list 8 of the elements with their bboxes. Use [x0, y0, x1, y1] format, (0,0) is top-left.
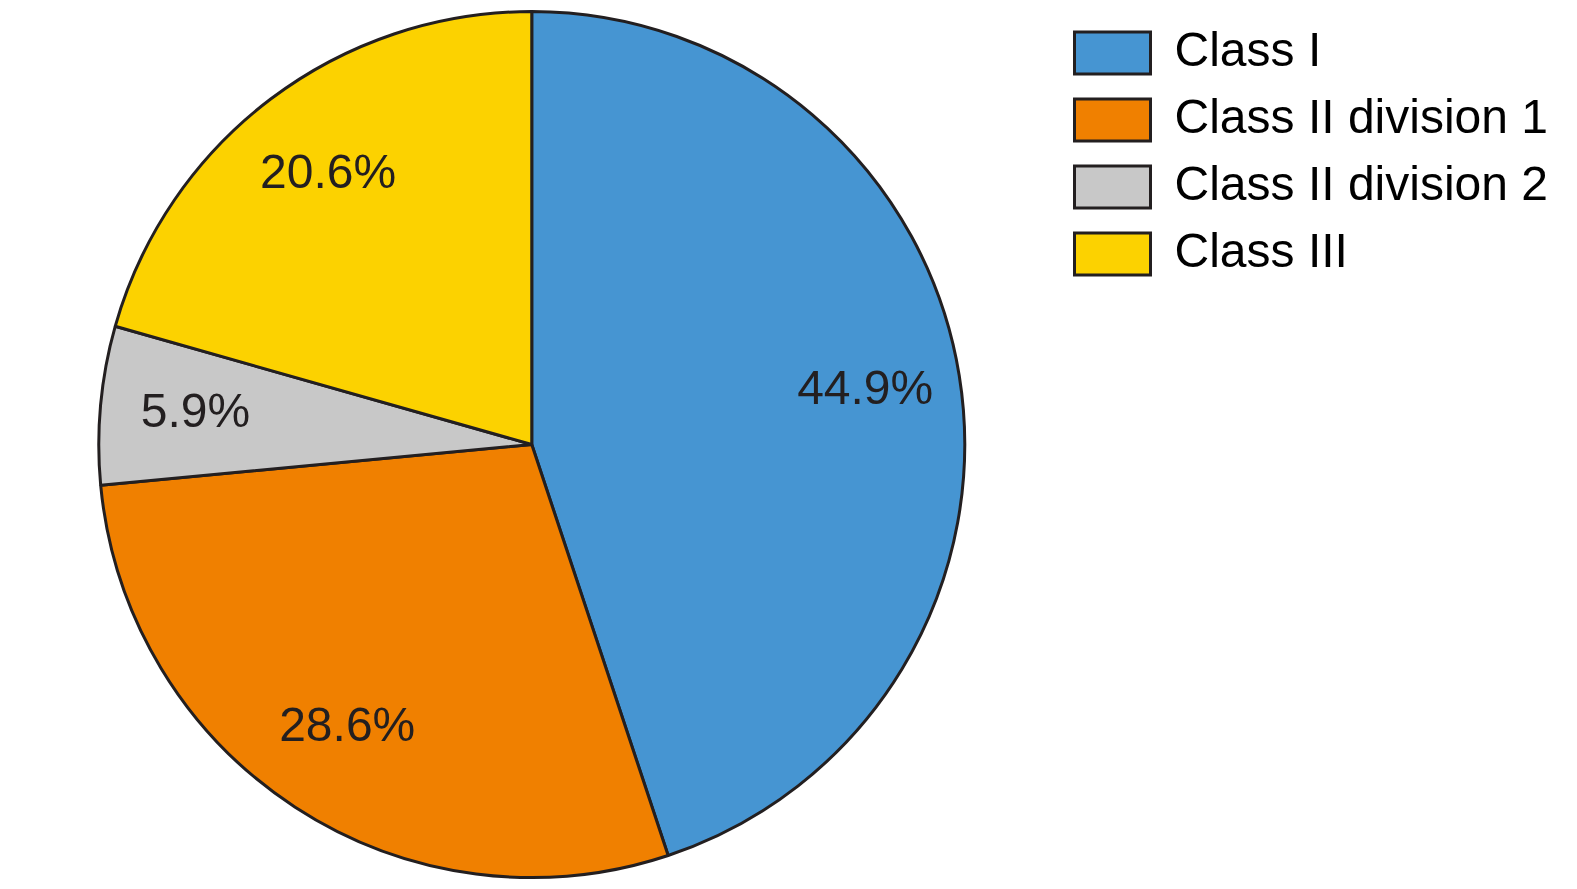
- data-label: 20.6%: [260, 145, 397, 199]
- data-label: 5.9%: [140, 384, 251, 438]
- data-label: 44.9%: [797, 360, 934, 414]
- legend-label: Class I: [1174, 23, 1322, 77]
- legend-label: Class II division 2: [1174, 157, 1549, 211]
- data-label: 28.6%: [279, 697, 416, 751]
- legend-label: Class II division 1: [1174, 90, 1549, 144]
- legend-label: Class III: [1174, 224, 1348, 278]
